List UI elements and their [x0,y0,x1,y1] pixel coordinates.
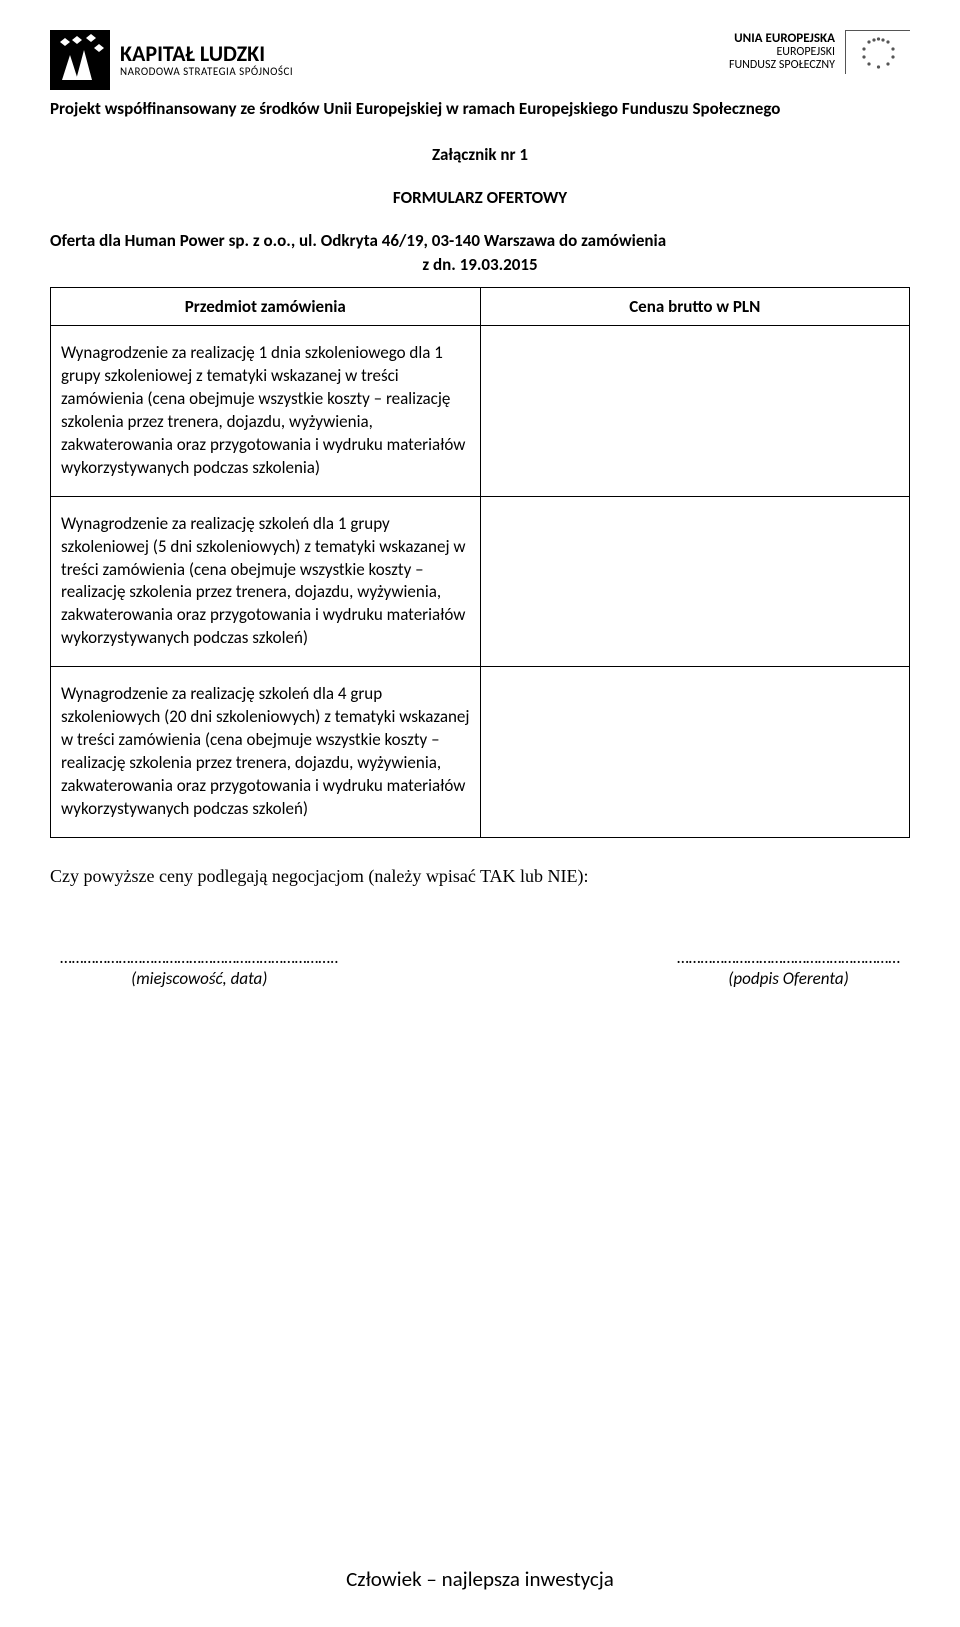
eu-line1: UNIA EUROPEJSKA [734,32,835,46]
kl-subtitle: NARODOWA STRATEGIA SPÓJNOŚCI [120,66,293,78]
logo-eu: UNIA EUROPEJSKA EUROPEJSKI FUNDUSZ SPOŁE… [729,30,910,74]
logo-kapital-ludzki: KAPITAŁ LUDZKI NARODOWA STRATEGIA SPÓJNO… [50,30,293,90]
form-title: FORMULARZ OFERTOWY [50,187,910,208]
price-cell-2[interactable] [480,496,910,667]
signature-field: ………………………………………………… (podpis Oferenta) [677,947,900,989]
subject-cell-3: Wynagrodzenie za realizację szkoleń dla … [61,675,470,829]
header-price: Cena brutto w PLN [480,288,910,326]
place-date-label: (miejscowość, data) [131,968,267,989]
table-row: Wynagrodzenie za realizację szkoleń dla … [51,667,910,838]
place-date-field: …………………………………………………………….. (miejscowość, … [60,947,339,989]
price-cell-1[interactable] [480,326,910,497]
header-subject: Przedmiot zamówienia [51,288,481,326]
subject-cell-1: Wynagrodzenie za realizację 1 dnia szkol… [61,334,470,488]
offer-recipient-line: Oferta dla Human Power sp. z o.o., ul. O… [50,230,910,251]
signature-fields: …………………………………………………………….. (miejscowość, … [60,947,900,989]
signature-label: (podpis Oferenta) [728,968,849,989]
table-header-row: Przedmiot zamówienia Cena brutto w PLN [51,288,910,326]
signature-dots: ………………………………………………… [677,947,900,968]
table-row: Wynagrodzenie za realizację 1 dnia szkol… [51,326,910,497]
attachment-title: Załącznik nr 1 [50,144,910,165]
subject-cell-2: Wynagrodzenie za realizację szkoleń dla … [61,505,470,659]
kapital-ludzki-text: KAPITAŁ LUDZKI NARODOWA STRATEGIA SPÓJNO… [120,42,293,78]
kl-title: KAPITAŁ LUDZKI [120,42,293,66]
place-date-dots: …………………………………………………………….. [60,947,339,968]
kapital-ludzki-icon [50,30,110,90]
price-table: Przedmiot zamówienia Cena brutto w PLN W… [50,287,910,838]
page-footer-slogan: Człowiek – najlepsza inwestycja [0,1566,960,1592]
cofinancing-banner: Projekt współfinansowany ze środków Unii… [50,98,910,119]
table-row: Wynagrodzenie za realizację szkoleń dla … [51,496,910,667]
header-logos-row: KAPITAŁ LUDZKI NARODOWA STRATEGIA SPÓJNO… [50,30,910,90]
order-date-line: z dn. 19.03.2015 [50,254,910,275]
eu-line3: FUNDUSZ SPOŁECZNY [729,59,835,72]
negotiation-question: Czy powyższe ceny podlegają negocjacjom … [50,866,910,887]
price-cell-3[interactable] [480,667,910,838]
eu-flag-icon [845,30,910,74]
eu-text: UNIA EUROPEJSKA EUROPEJSKI FUNDUSZ SPOŁE… [729,32,835,73]
